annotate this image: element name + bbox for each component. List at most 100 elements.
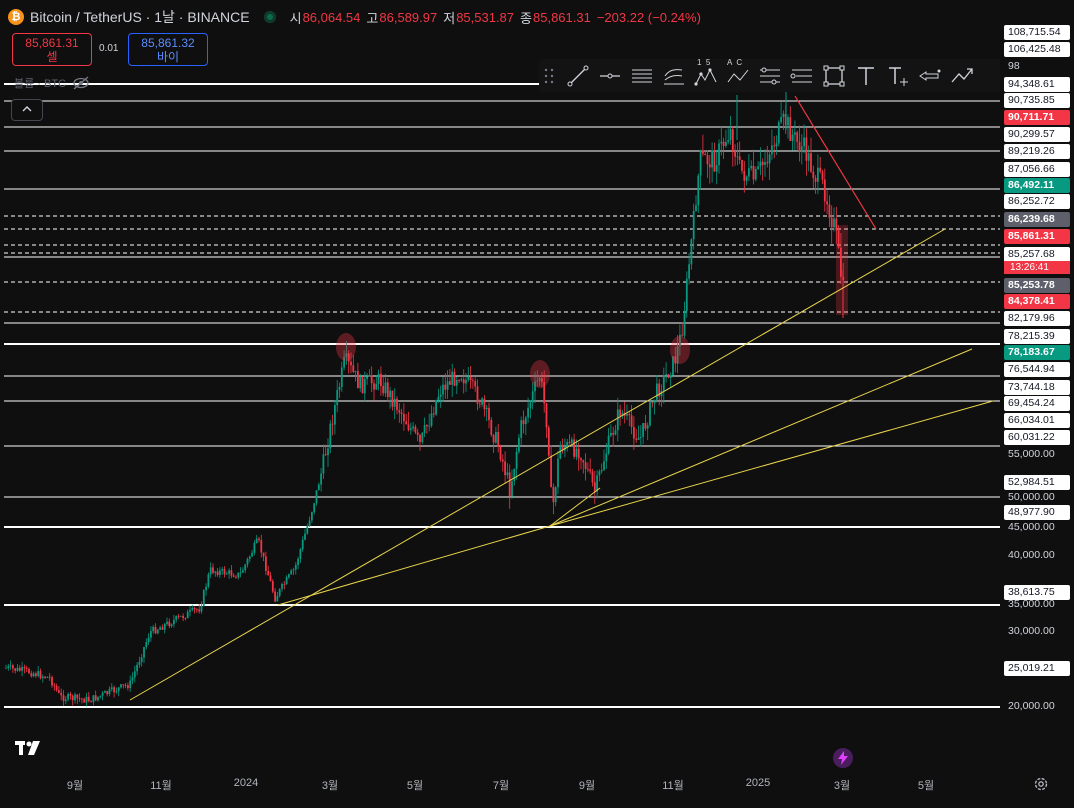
candle-body [506,472,509,476]
rectangle-tool[interactable] [819,61,849,91]
candle-body [835,218,838,231]
candle-body [299,549,302,559]
highlight-box[interactable] [836,225,848,315]
symbol-title[interactable]: Bitcoin / TetherUS · 1날 · BINANCE [30,9,250,25]
price-label: 106,425.48 [1004,42,1070,57]
trend-line[interactable] [549,400,994,527]
candle-body [9,665,12,667]
candle-body [580,458,582,461]
price-label: 20,000.00 [1008,700,1055,712]
candle-body [315,490,318,504]
candle-body [253,543,256,553]
grip-icon[interactable] [543,66,555,86]
candle-body [163,624,166,630]
time-label: 5월 [917,780,935,792]
price-label: 84,378.41 [1004,294,1070,309]
path-tool[interactable] [947,61,977,91]
close-value: 85,861.31 [533,9,591,25]
candle-body [368,375,371,377]
pivot-marker[interactable] [530,360,550,388]
sell-button[interactable]: 85,861.31 셀 [12,33,92,66]
candle-body [308,520,311,527]
elliott-wave-tool[interactable]: 1 5 [691,58,721,91]
candle-body [439,394,442,397]
price-label: 90,735.85 [1004,93,1070,108]
candle-body [32,673,35,677]
price-label: 25,019.21 [1004,661,1070,676]
candle-body [336,390,339,406]
candle-body [582,460,585,463]
candle-body [242,570,244,573]
candle-body [216,571,219,575]
time-axis[interactable]: 9월 11월 2024 3월 5월 7월 9월 11월 2025 3월 5월 [0,770,1000,808]
trend-line-tool[interactable] [563,61,593,91]
candle-body [138,661,141,665]
trend-line[interactable] [549,487,601,527]
candle-body [363,378,366,394]
candle-body [837,230,840,248]
fib-retracement-tool[interactable] [659,61,689,91]
text-tool[interactable] [851,61,881,91]
candle-body [64,699,67,702]
arrow-marker-tool[interactable] [915,61,945,91]
trend-line[interactable] [549,348,973,527]
pivot-marker[interactable] [336,333,356,361]
price-chart[interactable] [0,0,1000,770]
trend-line[interactable] [129,228,946,701]
candle-body [62,695,65,702]
trend-line-down[interactable] [794,95,877,230]
time-label: 2024 [233,777,259,789]
candle-body [570,439,573,443]
candle-body [426,425,428,427]
pivot-marker[interactable] [670,336,690,364]
volume-legend[interactable]: 볼륨 · BTC [14,75,90,91]
candle-body [791,134,794,141]
candle-body [688,264,690,279]
collapse-legend-button[interactable] [11,99,43,121]
candle-body [771,145,773,155]
candle-body [219,570,221,575]
candle-body [789,117,792,141]
candle-body [672,356,674,376]
candle-body [787,117,789,126]
candle-body [262,552,265,557]
abcd-pattern-tool[interactable]: A C [723,58,753,91]
text-with-arrow-tool[interactable] [883,61,913,91]
candle-body [97,696,99,701]
tradingview-logo-icon[interactable] [15,739,45,757]
horizontal-ray-tool[interactable] [595,61,625,91]
market-status-icon[interactable] [263,11,276,23]
candle-body [435,400,437,415]
candle-body [265,556,267,571]
eye-off-icon[interactable] [72,76,90,90]
long-position-tool[interactable] [787,61,817,91]
candle-body [653,399,656,404]
candle-body [658,383,661,397]
buy-button[interactable]: 85,861.32 바이 [128,33,208,66]
candle-body [345,353,348,357]
candle-body [87,696,90,702]
candle-body [7,666,10,668]
candle-body [373,383,375,390]
candle-body [168,621,171,626]
candle-body [603,461,605,471]
parallel-channel-tool[interactable] [627,61,657,91]
gear-icon[interactable] [1033,776,1049,792]
candle-body [577,448,580,459]
candle-body [635,438,638,440]
candle-body [156,629,159,634]
candle-body [584,462,587,469]
candle-body [708,164,711,168]
trend-line[interactable] [277,525,551,606]
candle-body [807,153,810,161]
price-range-tool[interactable] [755,61,785,91]
candle-body [561,444,564,451]
price-label: 98 [1008,60,1020,72]
candle-body [437,396,440,401]
candle-body [573,439,575,457]
parallel-channel-icon [632,69,652,82]
flash-icon[interactable] [833,748,853,768]
candle-body [718,143,720,166]
bitcoin-icon: ₿ [8,9,24,25]
horizontal-ray-icon [600,73,620,78]
